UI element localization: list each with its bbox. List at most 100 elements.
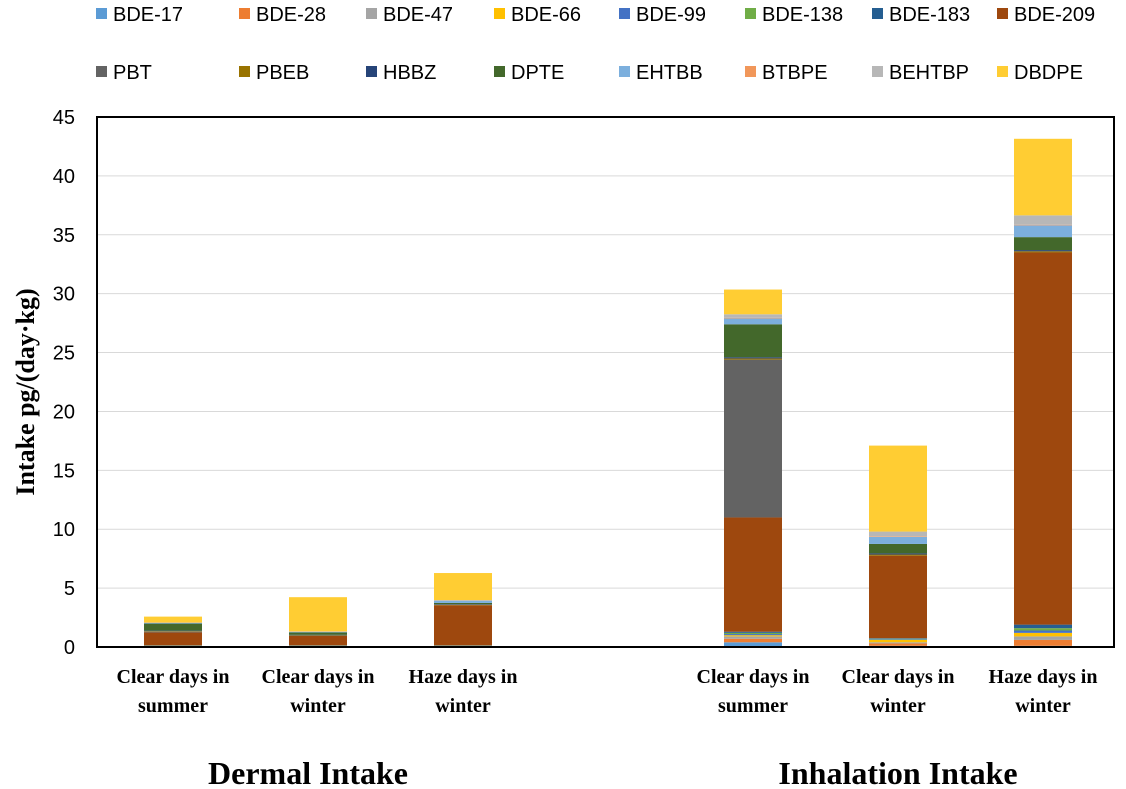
x-axis: Clear days in summer Clear days in winter Ha… [117, 666, 1098, 717]
bar-segment-btbpe [1014, 224, 1072, 226]
bar-segment-behtbp [869, 531, 927, 537]
legend-label: PBEB [256, 62, 309, 84]
bar-segment-dpte [1014, 237, 1072, 251]
legend-label: BDE-17 [113, 4, 183, 26]
legend: BDE-17 BDE-28 BDE-47 BDE-66 BDE-99 BDE-138 BDE… [96, 4, 1095, 84]
bar-segment-hbbz [869, 553, 927, 555]
bar-segment-ehtbb [724, 318, 782, 325]
legend-swatch [239, 8, 250, 19]
y-tick-label: 25 [53, 343, 75, 365]
bar-segment-hbbz [1014, 250, 1072, 252]
legend-item: HBBZ [366, 62, 436, 84]
bar-segment-bde-66 [869, 639, 927, 643]
group-labels: Dermal Intake Inhalation Intake [208, 755, 1018, 789]
legend-item: DBDPE [997, 62, 1083, 84]
bar-segment-pbeb [144, 631, 202, 632]
bar-segment-bde-209 [869, 555, 927, 639]
legend-swatch [366, 66, 377, 77]
x-tick-label: Haze days in winter [409, 666, 518, 717]
y-axis-label: Intake pg/(day·kg) [11, 288, 40, 495]
bar-segment-dbdpe [289, 597, 347, 632]
legend-label: EHTBB [636, 62, 703, 84]
legend-swatch [494, 8, 505, 19]
bar-segment-bde-183 [724, 631, 782, 633]
x-tick-label: Clear days in summer [117, 666, 230, 717]
y-tick-label: 35 [53, 225, 75, 247]
x-tick-label: Clear days in winter [842, 666, 955, 717]
legend-label: BDE-209 [1014, 4, 1095, 26]
legend-swatch [494, 66, 505, 77]
legend-item: BDE-66 [494, 4, 581, 26]
legend-swatch [872, 66, 883, 77]
x-tick-label: Clear days in winter [262, 666, 375, 717]
legend-swatch [96, 66, 107, 77]
bar-segment-hbbz [144, 630, 202, 632]
group-label: Dermal Intake [208, 755, 408, 789]
legend-item: PBT [96, 62, 152, 84]
legend-swatch [239, 66, 250, 77]
bar-segment-dbdpe [869, 445, 927, 532]
legend-label: BDE-99 [636, 4, 706, 26]
bar-segment-bde-66 [724, 635, 782, 637]
legend-swatch [745, 66, 756, 77]
legend-item: BDE-99 [619, 4, 706, 26]
bar-segment-bde-17 [724, 642, 782, 647]
bar-segment-bde-209 [144, 632, 202, 646]
bar-segment-dbdpe [724, 289, 782, 315]
legend-swatch [619, 8, 630, 19]
bar-segment-dpte [289, 632, 347, 635]
bar-segment-bde-47 [1014, 636, 1072, 640]
legend-label: BDE-183 [889, 4, 970, 26]
bar-segment-bde-99 [869, 639, 927, 640]
legend-item: PBEB [239, 62, 309, 84]
legend-swatch [872, 8, 883, 19]
legend-item: BTBPE [745, 62, 828, 84]
legend-label: DPTE [511, 62, 564, 84]
bar-segment-dpte [434, 602, 492, 605]
legend-item: BDE-28 [239, 4, 326, 26]
bar-segment-pbeb [1014, 251, 1072, 253]
bar-segment-bde-66 [1014, 632, 1072, 637]
y-axis: 0 5 10 15 20 25 30 35 40 45 [53, 107, 75, 659]
legend-item: BDE-138 [745, 4, 843, 26]
bar-segment-bde-47 [869, 642, 927, 644]
legend-swatch [997, 66, 1008, 77]
bar-segment-ehtbb [434, 600, 492, 603]
bar-segment-dbdpe [434, 573, 492, 601]
bar-segment-bde-138 [724, 632, 782, 635]
legend-label: DBDPE [1014, 62, 1083, 84]
bar-segment-btbpe [724, 317, 782, 319]
legend-swatch [366, 8, 377, 19]
legend-label: BTBPE [762, 62, 828, 84]
y-tick-label: 0 [64, 637, 75, 659]
bar-segment-bde-47 [724, 636, 782, 639]
legend-label: BDE-28 [256, 4, 326, 26]
bar-segment-pbt [144, 631, 202, 633]
bar-segment-behtbp [724, 314, 782, 318]
bar-segment-hbbz [434, 604, 492, 605]
bar-segment-bde-209 [289, 635, 347, 646]
y-tick-label: 15 [53, 460, 75, 482]
bar-segment-ehtbb [1014, 225, 1072, 238]
x-tick-label: Haze days in winter [989, 666, 1098, 717]
legend-label: BDE-47 [383, 4, 453, 26]
bar-segment-bde-138 [869, 638, 927, 640]
bar-segment-bde-183 [869, 638, 927, 639]
bar-segment-pbeb [869, 554, 927, 556]
bar-segment-bde-209 [434, 605, 492, 646]
y-tick-label: 40 [53, 166, 75, 188]
bar-segment-bde-28 [869, 643, 927, 646]
legend-label: HBBZ [383, 62, 436, 84]
bar-segment-dpte [144, 623, 202, 631]
bars [144, 138, 1072, 647]
legend-item: BDE-183 [872, 4, 970, 26]
y-tick-label: 5 [64, 578, 75, 600]
bar-segment-bde-99 [1014, 630, 1072, 633]
bar-segment-pbeb [434, 604, 492, 606]
legend-label: PBT [113, 62, 152, 84]
legend-label: BDE-138 [762, 4, 843, 26]
group-label: Inhalation Intake [778, 755, 1017, 789]
plot-area-border [96, 116, 1115, 648]
bar-segment-dpte [724, 324, 782, 358]
